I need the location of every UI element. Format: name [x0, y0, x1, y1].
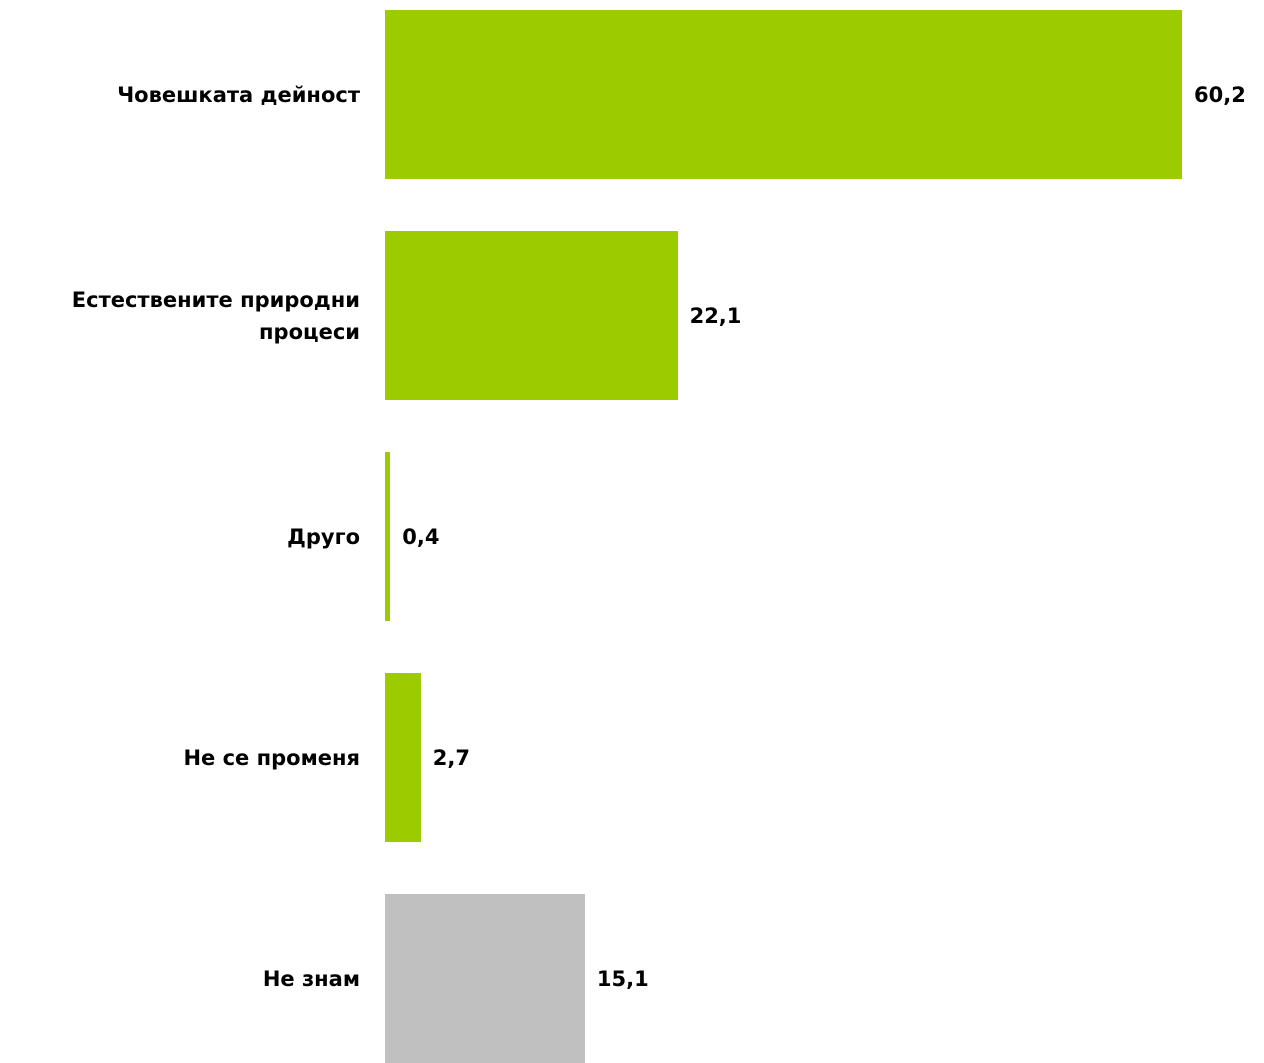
value-label: 2,7: [432, 745, 470, 770]
value-label: 22,1: [689, 303, 742, 328]
category-label: Човешката дейност: [117, 82, 360, 107]
category-label: Естествените природни процеси: [71, 287, 360, 344]
bar: [385, 10, 1182, 179]
value-label: 0,4: [402, 524, 440, 549]
bar: [385, 452, 391, 621]
category-label: Друго: [287, 524, 360, 549]
bar: [385, 231, 678, 400]
category-label: Не знам: [262, 966, 360, 991]
bar: [385, 673, 421, 842]
value-label: 15,1: [596, 966, 649, 991]
category-label: Не се променя: [183, 745, 360, 770]
bar: [385, 894, 585, 1063]
value-label: 60,2: [1194, 82, 1246, 107]
